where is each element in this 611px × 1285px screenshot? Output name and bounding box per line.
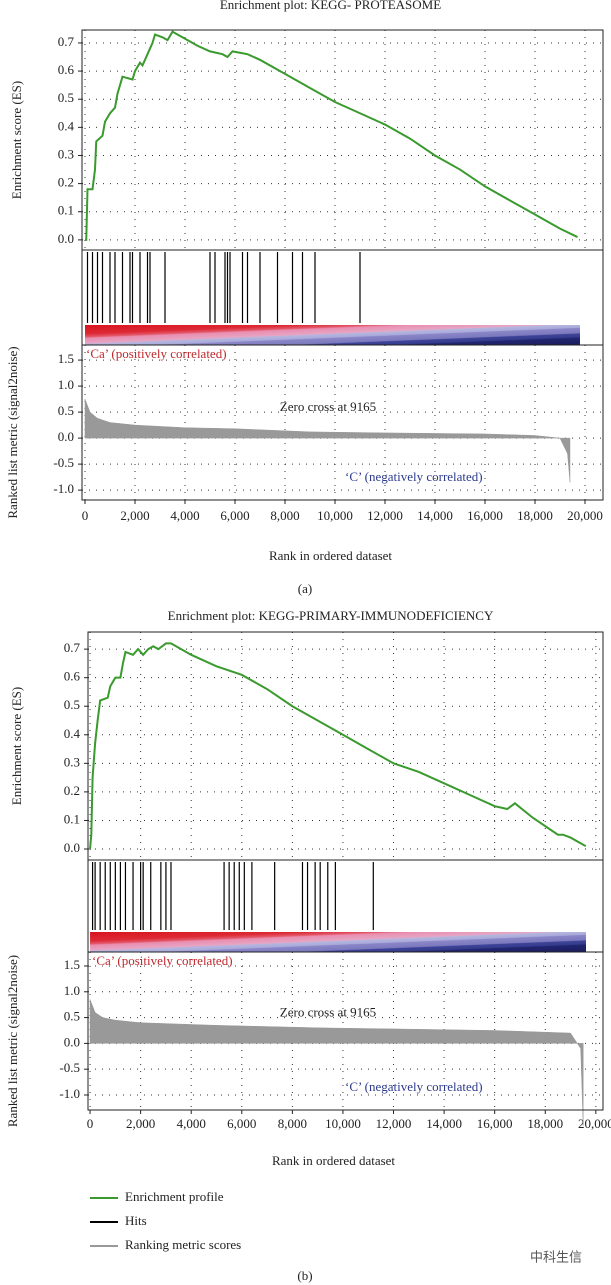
annotation: ‘C’ (negatively correlated): [345, 1079, 483, 1094]
annotation: ‘Ca’ (positively correlated): [92, 953, 233, 968]
panel-label: (a): [298, 581, 312, 596]
y-tick-label: 0.5: [64, 697, 80, 712]
x-tick-label: 8,000: [278, 1116, 307, 1131]
y2-tick-label: 1.5: [64, 957, 80, 972]
y-tick-label: 0.3: [64, 754, 80, 769]
y2-tick-label: 1.5: [58, 351, 74, 366]
x-tick-label: 4,000: [170, 508, 199, 523]
es-frame: [87, 631, 604, 861]
x-tick-label: 0: [87, 1116, 94, 1131]
y2-tick-label: -1.0: [53, 481, 74, 496]
x-tick-label: 10,000: [325, 1116, 361, 1131]
lower-frame: [87, 859, 604, 1111]
y2-tick-label: -0.5: [59, 1060, 80, 1075]
y2-tick-label: -1.0: [59, 1086, 80, 1101]
x-axis-label: Rank in ordered dataset: [272, 1153, 395, 1168]
x-tick-label: 10,000: [317, 508, 353, 523]
color-bar: [85, 325, 580, 345]
y-axis-label: Enrichment score (ES): [9, 81, 24, 199]
y-tick-label: 0.4: [58, 118, 75, 133]
x-axis-label: Rank in ordered dataset: [269, 548, 392, 563]
y2-axis-label: Ranked list metric (signal2noise): [5, 955, 20, 1127]
x-tick-label: 2,000: [126, 1116, 155, 1131]
legend-label: Ranking metric scores: [125, 1237, 241, 1252]
x-tick-label: 18,000: [527, 1116, 563, 1131]
x-tick-label: 8,000: [270, 508, 299, 523]
y-tick-label: 0.6: [58, 62, 75, 77]
chart-title: Enrichment plot: KEGG-PRIMARY-IMMUNODEFI…: [168, 608, 494, 623]
watermark: 中科生信: [530, 1251, 582, 1266]
x-tick-label: 16,000: [477, 1116, 513, 1131]
x-tick-label: 16,000: [467, 508, 503, 523]
y-tick-label: 0.4: [64, 726, 81, 741]
x-tick-label: 20,000: [578, 1116, 611, 1131]
es-frame: [81, 29, 604, 251]
es-line: [89, 642, 587, 850]
x-tick-label: 0: [82, 508, 89, 523]
y2-tick-label: -0.5: [53, 455, 74, 470]
y-tick-label: 0.0: [58, 231, 74, 246]
y2-axis-label: Ranked list metric (signal2noise): [5, 346, 20, 518]
y-tick-label: 0.7: [64, 640, 81, 655]
x-tick-label: 6,000: [227, 1116, 256, 1131]
x-tick-label: 18,000: [517, 508, 553, 523]
y-tick-label: 0.2: [64, 783, 80, 798]
y-tick-label: 0.2: [58, 175, 74, 190]
annotation: Zero cross at 9165: [280, 1005, 376, 1020]
x-tick-label: 6,000: [220, 508, 249, 523]
x-tick-label: 20,000: [567, 508, 603, 523]
es-line: [85, 30, 578, 241]
y-tick-label: 0.7: [58, 34, 75, 49]
lower-frame: [81, 249, 604, 501]
annotation: ‘C’ (negatively correlated): [345, 469, 483, 484]
y-tick-label: 0.5: [58, 90, 74, 105]
chart-title: Enrichment plot: KEGG- PROTEASOME: [220, 0, 441, 12]
y-tick-label: 0.3: [58, 146, 74, 161]
legend-label: Enrichment profile: [125, 1189, 224, 1204]
annotation: ‘Ca’ (positively correlated): [86, 346, 227, 361]
y2-tick-label: 1.0: [58, 377, 74, 392]
x-tick-label: 14,000: [426, 1116, 462, 1131]
x-tick-label: 2,000: [120, 508, 149, 523]
y2-tick-label: 0.0: [64, 1034, 80, 1049]
y2-tick-label: 0.5: [64, 1009, 80, 1024]
x-tick-label: 14,000: [417, 508, 453, 523]
x-tick-label: 12,000: [367, 508, 403, 523]
x-tick-label: 4,000: [177, 1116, 206, 1131]
x-tick-label: 12,000: [376, 1116, 412, 1131]
legend-label: Hits: [125, 1213, 147, 1228]
y2-tick-label: 0.0: [58, 429, 74, 444]
y-axis-label: Enrichment score (ES): [9, 687, 24, 805]
y-tick-label: 0.0: [64, 840, 80, 855]
metric-area: [84, 399, 571, 483]
metric-area: [89, 999, 584, 1126]
color-bar: [90, 932, 587, 952]
annotation: Zero cross at 9165: [280, 399, 376, 414]
y-tick-label: 0.6: [64, 669, 81, 684]
y2-tick-label: 1.0: [64, 983, 80, 998]
y-tick-label: 0.1: [58, 203, 74, 218]
y2-tick-label: 0.5: [58, 403, 74, 418]
y-tick-label: 0.1: [64, 811, 80, 826]
panel-label: (b): [297, 1268, 312, 1283]
